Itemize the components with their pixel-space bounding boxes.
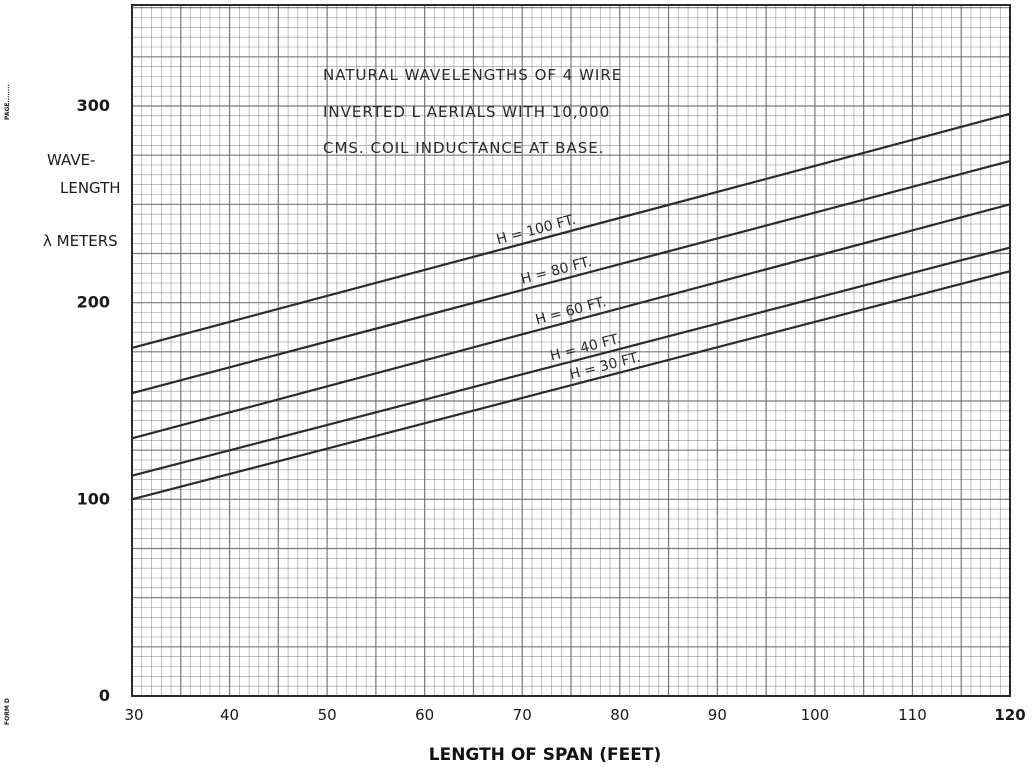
y-axis-label: WAVE- LENGTH λ METERS bbox=[43, 151, 121, 250]
y-axis-label-line-2: LENGTH bbox=[60, 179, 121, 197]
x-tick-label: 100 bbox=[801, 706, 830, 724]
x-tick-label: 120 bbox=[994, 706, 1025, 724]
x-tick-label: 90 bbox=[708, 706, 727, 724]
x-tick-label: 40 bbox=[220, 706, 239, 724]
grid bbox=[131, 5, 1011, 697]
x-tick-label: 110 bbox=[898, 706, 927, 724]
series-line bbox=[130, 159, 1012, 395]
title-line-2: INVERTED L AERIALS WITH 10,000 bbox=[323, 103, 610, 121]
y-axis-label-line-3: λ METERS bbox=[43, 232, 118, 250]
x-tick-label: 70 bbox=[513, 706, 532, 724]
series-line bbox=[130, 112, 1012, 349]
chart-title: NATURAL WAVELENGTHS OF 4 WIRE INVERTED L… bbox=[323, 66, 622, 157]
series-line bbox=[130, 203, 1012, 440]
title-line-3: CMS. COIL INDUCTANCE AT BASE. bbox=[323, 139, 605, 157]
y-axis-label-line-1: WAVE- bbox=[47, 151, 95, 169]
series-line bbox=[130, 270, 1012, 501]
title-line-1: NATURAL WAVELENGTHS OF 4 WIRE bbox=[323, 66, 622, 84]
y-tick-label: 100 bbox=[77, 489, 110, 508]
y-tick-label: 200 bbox=[77, 293, 110, 312]
y-tick-label: 0 bbox=[99, 686, 110, 705]
x-tick-label: 50 bbox=[318, 706, 337, 724]
y-tick-labels: 0 100 200 300 bbox=[77, 96, 110, 705]
x-axis-label: LENGTH OF SPAN (FEET) bbox=[429, 745, 661, 765]
series-line bbox=[130, 246, 1012, 477]
margin-text-bottom: FORM D bbox=[4, 698, 11, 725]
plot-frame bbox=[131, 4, 1011, 697]
x-tick-labels: 30 40 50 60 70 80 90 100 110 120 bbox=[124, 706, 1025, 724]
series-lines bbox=[130, 112, 1012, 501]
x-tick-label: 80 bbox=[610, 706, 629, 724]
x-tick-label: 30 bbox=[124, 706, 143, 724]
x-tick-label: 60 bbox=[415, 706, 434, 724]
y-tick-label: 300 bbox=[77, 96, 110, 115]
margin-text-top: PAGE........ bbox=[4, 84, 11, 120]
